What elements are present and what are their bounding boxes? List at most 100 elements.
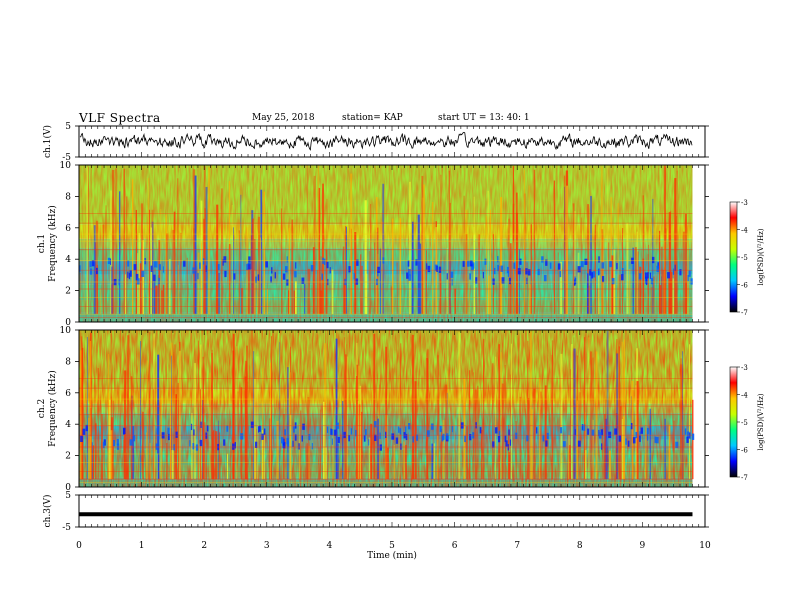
- spectrogram-sferic: [126, 452, 128, 480]
- spectrogram-low-psd: [451, 279, 453, 286]
- spectrogram-low-psd: [504, 435, 507, 442]
- spectrogram-sferic: [307, 397, 310, 480]
- spectrogram-sferic: [111, 266, 113, 315]
- spectrogram-sferic: [570, 369, 571, 480]
- spectrogram-sferic: [544, 385, 547, 480]
- spectrogram-sferic: [608, 450, 611, 480]
- spectrogram-sferic: [495, 356, 497, 480]
- spectrogram-sferic: [533, 388, 536, 480]
- spectrogram-sferic: [606, 330, 609, 480]
- spectrogram-sferic: [439, 273, 441, 315]
- spectrogram-sferic: [642, 195, 644, 315]
- spectrogram-low-psd: [621, 274, 624, 281]
- x-tick-label: 5: [389, 541, 395, 551]
- spectrogram-sferic: [623, 339, 625, 480]
- spectrogram-sferic: [346, 344, 348, 480]
- spectrogram-sferic: [610, 197, 612, 315]
- colorbar-label: log(PSD)(V²/Hz): [757, 393, 765, 450]
- spectrogram-sferic: [215, 431, 218, 480]
- spectrogram-sferic: [489, 209, 491, 315]
- ch1-waveform-line: [79, 131, 693, 151]
- spectrogram-sferic: [448, 170, 450, 315]
- spectrogram-sferic: [171, 450, 174, 480]
- spectrogram-low-psd: [263, 428, 266, 435]
- spectrogram-sferic: [590, 195, 592, 315]
- spectrogram-sferic: [393, 445, 396, 480]
- spectrogram-sferic: [592, 357, 594, 480]
- spectrogram-low-psd: [546, 432, 549, 440]
- spectrogram-low-psd: [542, 435, 545, 442]
- spectrogram-sferic: [168, 259, 171, 315]
- spectrogram-low-psd: [399, 428, 402, 435]
- spectrogram-low-psd: [246, 263, 249, 271]
- spectrogram-sferic: [293, 290, 296, 315]
- spectrogram-low-psd: [445, 433, 449, 440]
- spectrogram-sferic: [595, 351, 598, 480]
- spectrogram-sferic: [437, 355, 439, 480]
- spectrogram-sferic: [251, 330, 254, 480]
- start-time-label: start UT = 13: 40: 1: [438, 113, 530, 123]
- spectrogram-low-psd: [493, 267, 496, 275]
- spectrogram-sferic: [642, 258, 645, 315]
- spectrogram-sferic: [598, 274, 600, 315]
- spectrogram-sferic: [616, 339, 618, 480]
- spectrogram-sferic: [684, 213, 687, 315]
- spectrogram-sferic: [262, 368, 264, 480]
- spectrogram-sferic: [320, 290, 323, 315]
- spectrogram-sferic: [669, 210, 672, 315]
- spectrogram-low-psd: [274, 272, 276, 279]
- spectrogram-low-psd: [464, 435, 466, 443]
- spectrogram-low-psd: [446, 273, 448, 280]
- spectrogram-sferic: [676, 215, 678, 315]
- spectrogram-low-psd: [436, 265, 438, 272]
- spectrogram-sferic: [445, 384, 447, 480]
- spectrogram-sferic: [231, 204, 233, 315]
- spectrogram-low-psd: [217, 264, 220, 271]
- spectrogram-sferic: [108, 399, 111, 480]
- colorbar-tick-label: -7: [741, 474, 748, 482]
- spectrogram-sferic: [615, 412, 618, 480]
- spectrogram-low-psd: [270, 276, 272, 283]
- spectrogram-low-psd: [679, 269, 682, 276]
- spectrogram-sferic: [264, 434, 266, 480]
- spectrogram-sferic: [262, 437, 265, 480]
- spectrogram-sferic: [124, 274, 127, 315]
- spectrogram-sferic: [689, 344, 690, 480]
- y-tick-label: -5: [62, 153, 71, 163]
- y-tick-label: 8: [65, 192, 71, 202]
- spectrogram-sferic: [386, 447, 389, 480]
- y-tick-label: 10: [60, 161, 72, 171]
- spectrogram-sferic: [230, 442, 231, 480]
- spectrogram-sferic: [233, 227, 234, 315]
- spectrogram-sferic: [523, 170, 525, 315]
- spectrogram-sferic: [267, 289, 268, 315]
- spectrogram-low-psd: [167, 433, 170, 441]
- spectrogram-sferic: [312, 247, 315, 315]
- spectrogram-sferic: [440, 174, 442, 315]
- colorbar-tick-label: -3: [741, 364, 748, 372]
- spectrogram-low-psd: [391, 433, 395, 440]
- spectrogram-sferic: [146, 360, 148, 480]
- spectrogram-sferic: [519, 396, 522, 480]
- spectrogram-sferic: [227, 453, 229, 480]
- spectrogram-sferic: [203, 218, 205, 315]
- spectrogram-low-psd: [258, 425, 261, 432]
- spectrogram-sferic: [423, 184, 426, 315]
- spectrogram-low-psd: [513, 262, 516, 269]
- spectrogram-sferic: [162, 284, 165, 315]
- colorbar-tick-label: -5: [741, 254, 748, 262]
- spectrogram-texture: [79, 165, 693, 322]
- spectrogram-sferic: [392, 368, 394, 480]
- spectrogram-sferic: [203, 166, 206, 315]
- spectrogram-sferic: [659, 285, 662, 315]
- spectrogram-sferic: [658, 230, 661, 315]
- spectrogram-low-psd: [287, 441, 290, 448]
- ch2-spectrogram: [79, 330, 695, 487]
- spectrogram-low-psd: [284, 266, 288, 273]
- spectrogram-sferic: [354, 232, 357, 315]
- spectrogram-low-psd: [639, 431, 641, 438]
- spectrogram-sferic: [83, 173, 85, 315]
- spectrogram-low-psd: [687, 431, 690, 438]
